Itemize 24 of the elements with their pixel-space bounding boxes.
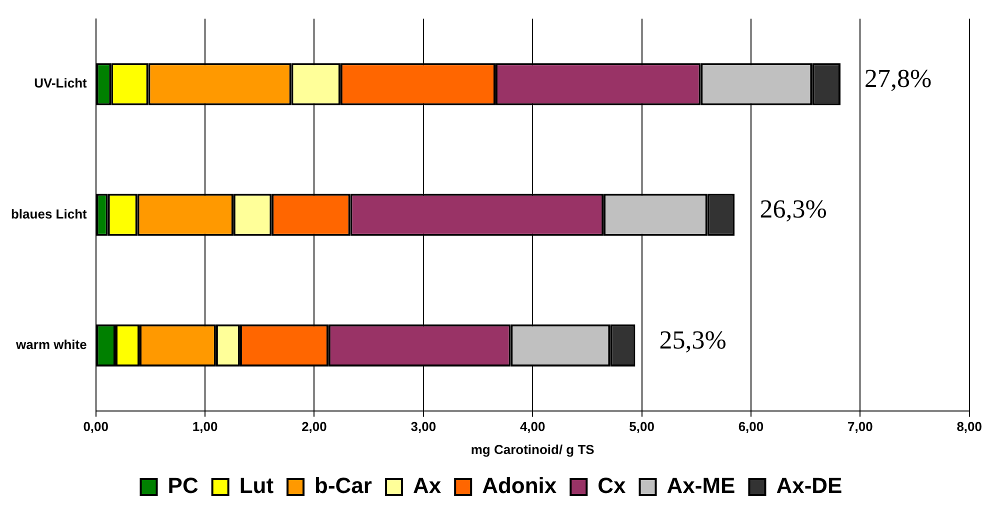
legend-label: Adonix	[482, 473, 558, 498]
x-tick-label: 4,00	[520, 419, 546, 434]
legend-label: Ax-DE	[776, 473, 842, 498]
annotation: 25,3%	[659, 325, 726, 354]
legend-label: PC	[168, 473, 198, 498]
x-tick-label: 6,00	[738, 419, 764, 434]
y-tick-label: blaues Licht	[10, 206, 88, 222]
x-tick-label: 0,00	[83, 419, 109, 434]
x-axis-title: mg Carotinoid/ g TS	[470, 442, 595, 457]
legend-label: b-Car	[314, 473, 372, 498]
legend-label: Ax	[412, 473, 442, 498]
annotation: 26,3%	[760, 194, 827, 224]
x-tick-label: 2,00	[302, 419, 327, 434]
y-tick-label: UV-Licht	[34, 76, 88, 91]
y-tick-label: warm white	[15, 337, 87, 352]
annotation: 27,8%	[864, 64, 932, 93]
legend-label: Ax-ME	[666, 473, 736, 498]
legend-label: Cx	[598, 473, 627, 498]
legend-label: Lut	[239, 473, 274, 498]
x-tick-label: 7,00	[848, 419, 873, 434]
x-tick-label: 1,00	[192, 419, 218, 434]
x-tick-label: 8,00	[956, 419, 982, 434]
x-tick-label: 3,00	[410, 419, 436, 434]
x-tick-label: 5,00	[629, 419, 654, 434]
